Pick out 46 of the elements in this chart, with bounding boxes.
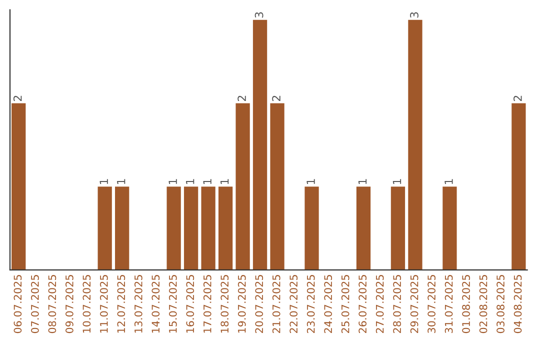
data-label: 1 [100, 179, 108, 184]
x-tick-label: 30.07.2025 [428, 275, 436, 333]
x-tick-label: 12.07.2025 [117, 275, 126, 333]
data-label: 1 [358, 179, 367, 184]
x-tick-label: 20.07.2025 [255, 275, 264, 334]
data-label: 1 [203, 179, 212, 184]
x-tick-label: 17.07.2025 [203, 275, 212, 333]
data-label: 1 [306, 179, 315, 184]
x-tick-label: 02.08.2025 [479, 275, 488, 334]
x-tick-label: 16.07.2025 [186, 275, 194, 333]
x-tick-label: 01.08.2025 [462, 275, 470, 334]
x-tick-label: 11.07.2025 [100, 275, 108, 333]
x-tick-label: 09.07.2025 [65, 275, 74, 334]
x-tick-label: 21.07.2025 [272, 275, 280, 334]
data-label: 3 [410, 12, 418, 18]
data-label: 1 [220, 179, 229, 184]
data-label: 1 [168, 179, 177, 184]
x-tick-label: 27.07.2025 [376, 275, 384, 334]
x-tick-label: 13.07.2025 [134, 275, 142, 333]
x-tick-label: 29.07.2025 [410, 275, 418, 334]
data-label: 1 [117, 179, 126, 184]
x-tick-label: 15.07.2025 [168, 275, 177, 333]
x-tick-label: 14.07.2025 [152, 275, 160, 333]
x-tick-label: 10.07.2025 [82, 275, 91, 333]
x-tick-label: 07.07.2025 [31, 275, 39, 334]
x-tick-label: 19.07.2025 [238, 275, 246, 333]
x-tick-label: 23.07.2025 [306, 275, 315, 334]
x-tick-label: 06.07.2025 [14, 275, 22, 334]
x-tick-label: 18.07.2025 [220, 275, 229, 333]
x-tick-label: 25.07.2025 [341, 275, 350, 334]
x-tick-label: 24.07.2025 [324, 275, 332, 334]
x-tick-label: 28.07.2025 [393, 275, 401, 334]
data-label: 1 [392, 179, 402, 184]
x-tick-label: 03.08.2025 [496, 275, 504, 334]
data-label: 1 [444, 179, 453, 184]
data-label: 2 [238, 96, 246, 102]
data-label: 1 [186, 179, 194, 184]
data-label: 2 [13, 96, 22, 102]
x-tick-label: 26.07.2025 [358, 275, 367, 334]
x-tick-label: 08.07.2025 [48, 275, 56, 334]
data-label: 2 [514, 96, 522, 102]
x-tick-label: 31.07.2025 [444, 275, 453, 333]
data-label: 2 [272, 96, 280, 102]
x-tick-label: 22.07.2025 [290, 275, 298, 334]
data-label: 3 [254, 12, 264, 18]
x-tick-label: 04.08.2025 [514, 275, 522, 334]
